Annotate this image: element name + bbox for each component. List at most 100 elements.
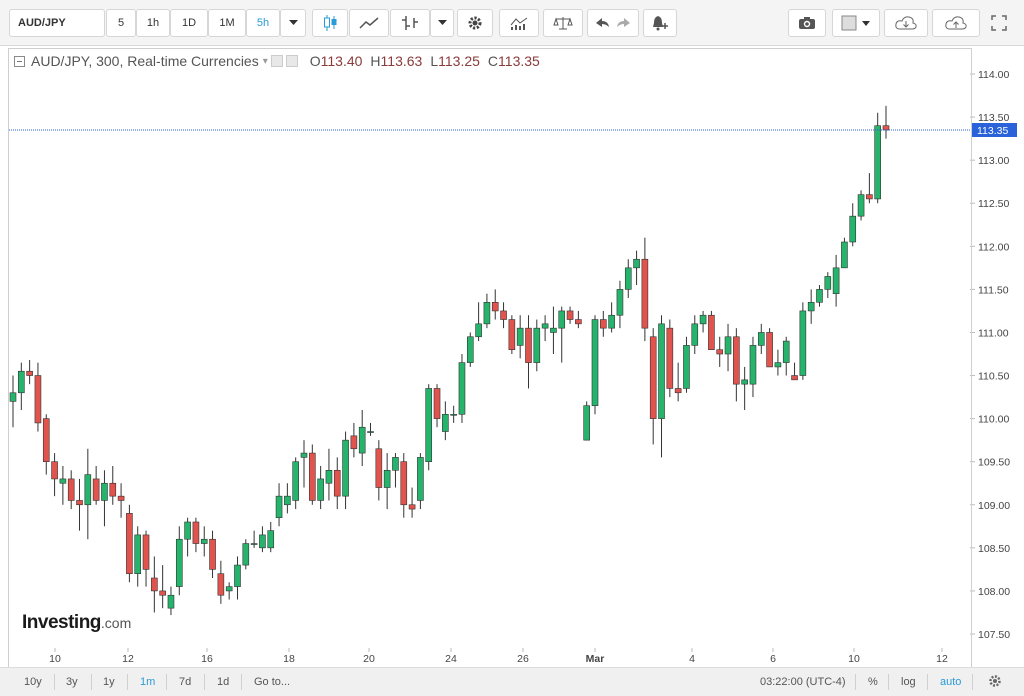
candle-body: [674, 388, 682, 394]
legend-settings-icon[interactable]: [285, 55, 298, 67]
load-chart-button[interactable]: [884, 9, 928, 37]
range-1m-button[interactable]: 1m: [140, 676, 156, 688]
candle: [699, 310, 707, 333]
legend-close: C113.35: [488, 53, 540, 69]
candle-body: [67, 478, 75, 501]
settings-button[interactable]: [457, 9, 493, 37]
candle-body: [824, 276, 832, 290]
drawing-style-button[interactable]: [832, 9, 880, 37]
range-1y-button[interactable]: 1y: [103, 676, 115, 688]
add-alert-button[interactable]: [643, 9, 677, 37]
candle: [716, 336, 724, 367]
candle-body: [333, 470, 341, 497]
interval-5h-button[interactable]: 5h: [246, 9, 280, 37]
camera-icon: [799, 17, 815, 29]
candle-body: [358, 426, 366, 454]
candle-body: [34, 375, 42, 424]
interval-1d-button[interactable]: 1D: [170, 9, 208, 37]
y-tick-label: 109.50: [978, 457, 1010, 469]
candle-body: [691, 323, 699, 346]
candle-body: [433, 388, 441, 419]
candle-body: [92, 478, 100, 501]
x-tick-label: 10: [848, 653, 860, 665]
candle: [250, 530, 258, 548]
candle: [666, 319, 674, 398]
candle-body: [716, 349, 724, 355]
candle-body: [508, 319, 516, 350]
log-scale-toggle[interactable]: log: [901, 676, 916, 688]
candlestick-chart-button[interactable]: [312, 9, 348, 37]
auto-scale-toggle[interactable]: auto: [940, 676, 962, 688]
candle: [317, 466, 324, 510]
interval-1h-label: 1h: [146, 17, 160, 29]
candle-body: [367, 431, 374, 433]
interval-dropdown-button[interactable]: [280, 9, 306, 37]
interval-1h-button[interactable]: 1h: [136, 9, 170, 37]
candle-body: [9, 392, 17, 402]
candle: [117, 483, 125, 518]
range-7d-button[interactable]: 7d: [179, 676, 192, 688]
candle-body: [624, 267, 632, 290]
interval-1d-label: 1D: [181, 17, 197, 29]
candle-body: [666, 327, 674, 389]
candle: [417, 453, 424, 510]
percent-scale-toggle[interactable]: %: [868, 676, 878, 688]
indicators-button[interactable]: [499, 9, 539, 37]
separator: [127, 674, 128, 690]
x-tick-label: 12: [936, 653, 948, 665]
legend-eye-icon[interactable]: [270, 55, 283, 67]
range-10y-button[interactable]: 10y: [24, 676, 42, 688]
candle-body: [350, 435, 358, 450]
separator: [972, 674, 973, 690]
y-tick-label: 113.50: [978, 112, 1009, 124]
fullscreen-icon: [991, 15, 1007, 31]
current-price-tag: [971, 123, 1017, 137]
compare-button[interactable]: [543, 9, 583, 37]
candle: [242, 539, 250, 570]
legend-dropdown-icon[interactable]: ▾: [262, 55, 268, 67]
legend-open-key: O: [309, 53, 321, 69]
candle: [741, 366, 748, 410]
legend-high-value: 113.63: [380, 53, 423, 69]
candle-body: [184, 521, 191, 540]
candle: [633, 250, 640, 286]
candle: [442, 401, 449, 441]
candle: [849, 203, 857, 247]
price-chart[interactable]: 113.35 107.50 108.00 108.50 109.00 109.50 110…: [0, 0, 1024, 668]
go-to-button[interactable]: Go to...: [254, 676, 291, 688]
indicators-icon: [510, 17, 528, 30]
candle: [300, 440, 308, 488]
fullscreen-button[interactable]: [986, 9, 1012, 37]
interval-1m-button[interactable]: 1M: [208, 9, 246, 37]
candle-body: [109, 482, 117, 497]
symbol-selector[interactable]: AUD/JPY: [9, 9, 105, 37]
y-tick-label: 109.00: [978, 500, 1010, 512]
range-3y-button[interactable]: 3y: [66, 676, 78, 688]
candle: [674, 362, 682, 402]
candle-body: [175, 538, 183, 587]
candle-body: [683, 345, 690, 389]
candle-body: [101, 482, 108, 501]
gear-icon: [989, 675, 1001, 687]
candle-body: [649, 336, 657, 419]
candle-body: [18, 370, 25, 394]
undo-redo-group[interactable]: [587, 9, 639, 37]
y-tick-label: 108.00: [978, 586, 1010, 598]
chart-legend: AUD/JPY, 300, Real-time Currencies ▾ O11…: [14, 53, 540, 69]
logo-suffix: .com: [100, 615, 132, 631]
settings-button[interactable]: [988, 674, 1002, 691]
interval-5-button[interactable]: 5: [106, 9, 136, 37]
bar-chart-button[interactable]: [390, 9, 430, 37]
chart-type-dropdown-button[interactable]: [430, 9, 454, 37]
range-1d-button[interactable]: 1d: [217, 676, 230, 688]
bell-plus-icon: [653, 16, 668, 31]
area-chart-button[interactable]: [349, 9, 389, 37]
collapse-legend-icon[interactable]: [14, 55, 25, 67]
snapshot-button[interactable]: [788, 9, 826, 37]
save-chart-button[interactable]: [932, 9, 980, 37]
candle: [375, 440, 383, 501]
cloud-download-icon: [895, 16, 917, 30]
candle: [816, 285, 823, 307]
candle-body: [392, 457, 399, 471]
candle-body: [217, 573, 225, 596]
